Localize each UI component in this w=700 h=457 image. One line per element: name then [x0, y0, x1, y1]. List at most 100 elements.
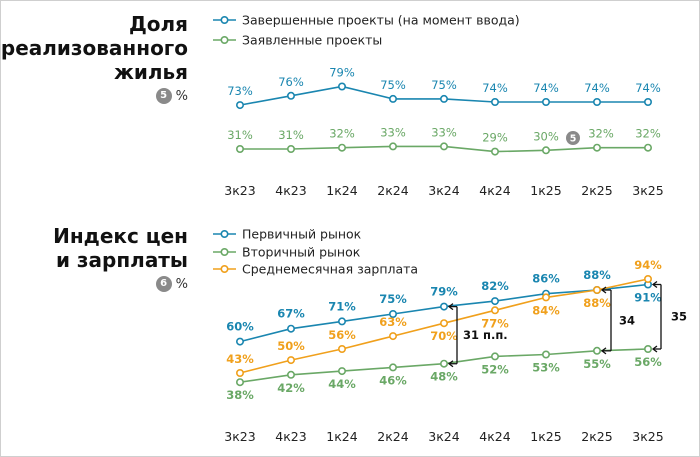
chart2-series-2-point — [337, 367, 346, 376]
chart1-unit-label: % — [175, 88, 188, 104]
chart2-series-3-point — [286, 356, 295, 365]
chart2-series-2-label: 38% — [226, 388, 254, 402]
chart2-x-tick: 2к25 — [581, 429, 612, 444]
chart2-unit-label: % — [175, 276, 188, 292]
chart2-annotation-3-arrow-bottom — [651, 345, 658, 353]
chart2-annotation-1-arrow-top — [447, 303, 454, 311]
chart2-annotation-2-arrow-bottom — [600, 347, 607, 355]
chart2-series-3-label: 56% — [328, 328, 356, 342]
chart2-x-tick: 2к24 — [377, 429, 408, 444]
chart1-series-1-label: 73% — [227, 84, 253, 98]
chart2-series-2-point — [236, 378, 245, 387]
chart1-series-2-point — [236, 145, 245, 154]
chart2-series-3-point — [490, 306, 499, 315]
chart2-series-1-label: 86% — [532, 272, 560, 286]
chart2-legend-label-2: Вторичный рынок — [242, 245, 361, 260]
chart1-series-2-label: 29% — [482, 131, 508, 145]
chart1-series-1-label: 76% — [278, 75, 304, 89]
chart1-series-1-label: 74% — [482, 81, 508, 95]
chart1-series-2-point — [541, 146, 550, 155]
chart2-series-1-label: 75% — [379, 292, 407, 306]
chart2-series-3-label: 50% — [277, 339, 305, 353]
chart1-legend-label-1: Завершенные проекты (на момент ввода) — [242, 13, 520, 28]
chart2-note-badge: 6 — [155, 276, 172, 292]
chart1-series-1-point — [236, 101, 245, 110]
chart2-series-2-point — [388, 363, 397, 372]
chart1-x-tick: 2к24 — [377, 183, 408, 198]
chart1-unit: 5 % — [155, 88, 188, 104]
chart1-x-tick: 3к25 — [632, 183, 663, 198]
chart2-series-3-point — [643, 274, 652, 283]
chart1-series-2-point — [490, 147, 499, 156]
chart1-series-1-label: 74% — [584, 81, 610, 95]
chart1-series-1-point — [388, 94, 397, 103]
chart2-x-tick: 3к23 — [224, 429, 255, 444]
chart1-x-tick: 4к24 — [479, 183, 510, 198]
chart2-annotation-2-label: 34 — [619, 313, 635, 327]
chart1-series-2-point — [388, 142, 397, 151]
chart1-note-badge: 5 — [155, 88, 172, 104]
chart2-series-3-label: 88% — [583, 296, 611, 310]
chart2-series-3-point — [541, 293, 550, 302]
chart2-series-1-label: 60% — [226, 320, 254, 334]
chart2-series-3-label: 43% — [226, 352, 254, 366]
chart1-series-2-label: 33% — [431, 125, 457, 139]
chart2-series-2-point — [541, 350, 550, 359]
chart2-series-2-point — [592, 346, 601, 355]
chart1-series-2-point — [592, 143, 601, 152]
chart2-series-1-label: 88% — [583, 268, 611, 282]
chart2-title: Индекс цен и зарплаты — [53, 224, 188, 272]
chart2-series-3-label: 77% — [481, 316, 509, 330]
chart2-series-2-point — [490, 352, 499, 361]
chart2-series-3-point — [337, 344, 346, 353]
chart2-x-tick: 3к24 — [428, 429, 459, 444]
chart2-series-3-point — [592, 285, 601, 294]
chart2-annotation-1-arrow-bottom — [447, 360, 454, 368]
chart2-series-2-label: 42% — [277, 381, 305, 395]
chart2-series-1-label: 71% — [328, 299, 356, 313]
chart2-series-2-label: 48% — [430, 370, 458, 384]
chart1-legend-marker-1 — [220, 15, 229, 24]
chart1-legend-marker-2 — [220, 35, 229, 44]
chart2-legend-label-3: Среднемесячная зарплата — [242, 262, 418, 277]
chart2-legend-marker-2 — [220, 248, 229, 257]
chart2-title-line2: и зарплаты — [55, 248, 188, 272]
chart1-series-1-point — [541, 98, 550, 107]
chart1-series-1-label: 74% — [533, 81, 559, 95]
chart2-series-3-point — [236, 368, 245, 377]
chart2-series-2-point — [439, 359, 448, 368]
chart2-series-1-point — [388, 309, 397, 318]
chart1-series-1-label: 75% — [380, 78, 406, 92]
chart1-series-2-label: 32% — [329, 127, 355, 141]
chart2-series-2-label: 52% — [481, 362, 509, 376]
chart2-series-1-point — [236, 337, 245, 346]
chart2-series-1-point — [286, 324, 295, 333]
chart2-series-3-label: 63% — [379, 315, 407, 329]
chart1-series-1-point — [439, 94, 448, 103]
chart1-series-2-label: 30% — [533, 129, 559, 143]
chart1-series-2-point — [337, 143, 346, 152]
chart1-series-1-label: 79% — [329, 66, 355, 80]
chart2-legend-marker-3 — [220, 264, 229, 273]
chart1-x-tick: 2к25 — [581, 183, 612, 198]
chart2-series-2-label: 56% — [634, 355, 662, 369]
chart2-series-3-label: 94% — [634, 258, 662, 272]
chart2-series-2-point — [643, 344, 652, 353]
chart1-title-line3: жилья — [113, 60, 188, 84]
chart2-annotation-1-label: 31 п.п. — [463, 328, 508, 342]
chart2-annotation-2-arrow-top — [600, 286, 607, 294]
chart2-series-1-label: 79% — [430, 285, 458, 299]
chart1-x-tick: 4к23 — [275, 183, 306, 198]
chart2-x-tick: 4к24 — [479, 429, 510, 444]
chart1-inline-badge-bg — [566, 131, 580, 145]
chart1-title-line2: реализованного — [0, 36, 188, 60]
chart2-series-2-label: 46% — [379, 373, 407, 387]
chart2-series-1-point — [490, 297, 499, 306]
chart2-annotation-3-label: 35 — [671, 310, 687, 324]
chart1-series-1-point — [490, 98, 499, 107]
chart1-x-tick: 3к23 — [224, 183, 255, 198]
chart2-series-3-label: 70% — [430, 329, 458, 343]
chart1-series-2-point — [643, 143, 652, 152]
chart2-x-tick: 4к23 — [275, 429, 306, 444]
chart1-x-tick: 1к24 — [326, 183, 357, 198]
